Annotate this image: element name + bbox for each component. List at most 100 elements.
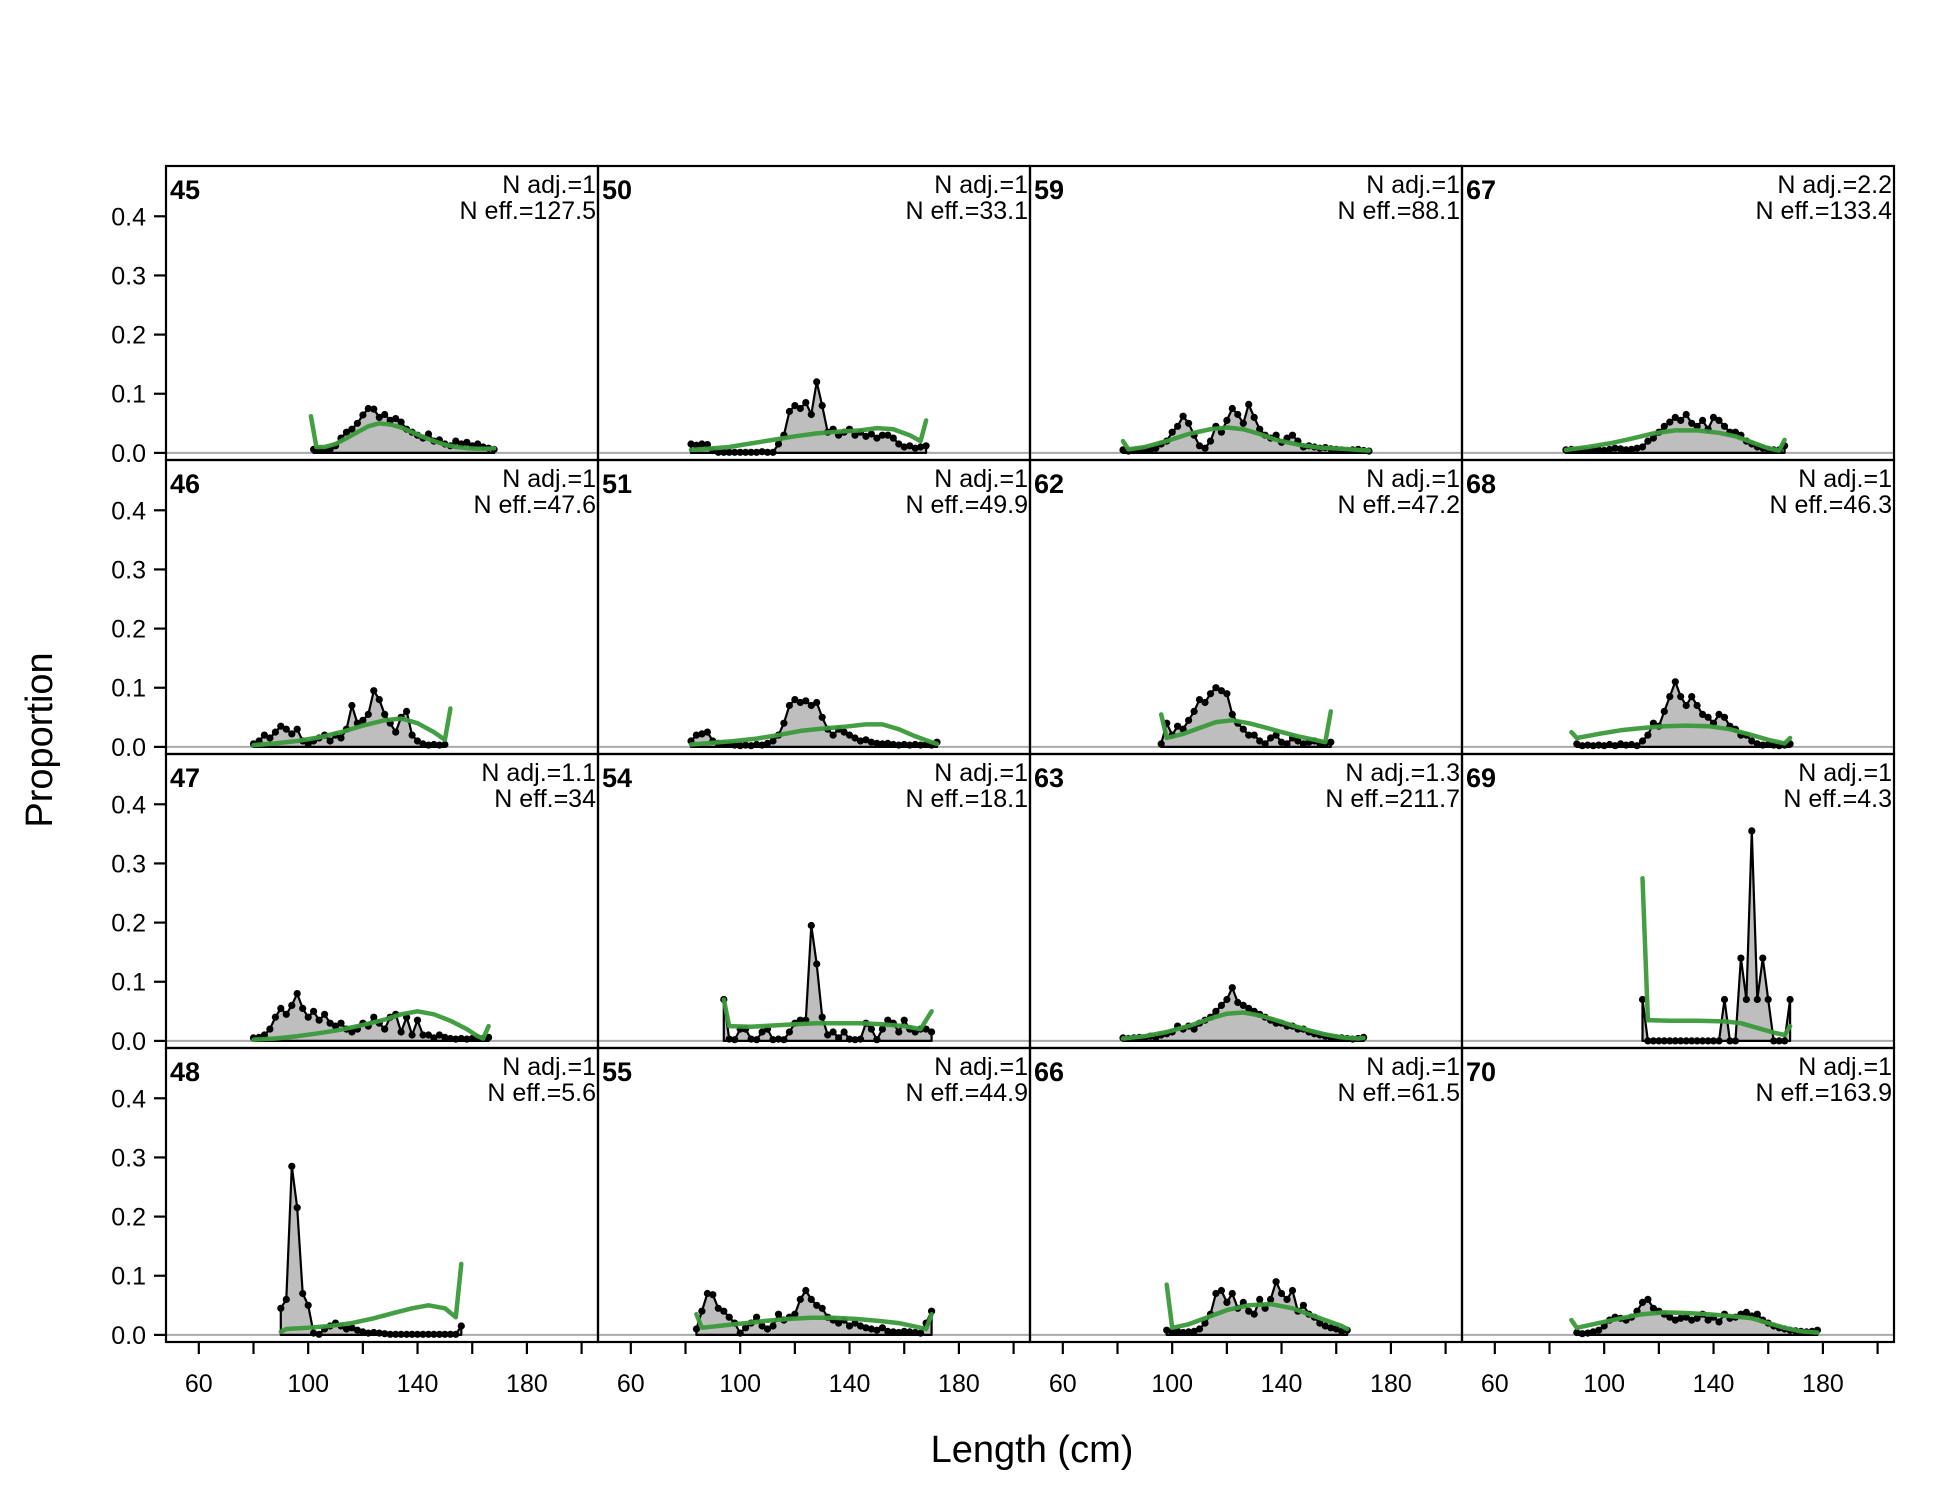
panel-content: [598, 921, 1030, 1044]
observed-point: [878, 740, 887, 748]
axes-layer: 0.0 0.1 0.2 0.3 0.4 0.0 0.1 0.2 0.3 0.4 0.0 0.1 0.2 0…: [111, 203, 1879, 1398]
observed-point: [824, 1031, 832, 1039]
observed-point: [769, 448, 777, 456]
panel-n-eff-label: N eff.=47.6: [473, 491, 596, 519]
observed-point: [1190, 1327, 1198, 1335]
observed-point: [1633, 742, 1641, 750]
observed-point: [457, 1034, 465, 1043]
observed-point: [342, 428, 351, 436]
observed-point: [359, 716, 367, 724]
observed-point: [463, 1035, 471, 1043]
panel-content: [1462, 827, 1894, 1045]
y-tick-label: 0.0: [111, 1028, 146, 1056]
observed-point: [714, 1304, 722, 1312]
panel-n-adj-label: N adj.=1: [1366, 171, 1460, 199]
observed-point: [1578, 1330, 1586, 1338]
observed-point: [408, 1031, 416, 1039]
observed-point: [342, 1325, 351, 1333]
observed-point: [1250, 413, 1258, 421]
observed-point: [1584, 741, 1592, 749]
observed-point: [1781, 1037, 1789, 1045]
panel-n-adj-label: N adj.=1.1: [481, 759, 596, 787]
y-tick-label: 0.0: [111, 440, 146, 468]
observed-point: [1600, 742, 1608, 750]
observed-point: [1201, 444, 1209, 452]
observed-point: [742, 741, 750, 749]
observed-point: [1578, 742, 1586, 750]
observed-point: [1644, 437, 1652, 445]
panel-year-label: 51: [602, 469, 632, 499]
observed-point: [911, 444, 919, 452]
panel-n-eff-label: N eff.=46.3: [1769, 491, 1892, 519]
observed-point: [1682, 410, 1690, 419]
observed-point: [1704, 1316, 1712, 1324]
observed-point: [1627, 445, 1636, 453]
panel-border: [1460, 1046, 1896, 1344]
observed-point: [1228, 710, 1236, 719]
observed-point: [851, 734, 859, 742]
panel-content: [598, 1286, 1030, 1337]
observed-point: [774, 440, 783, 448]
observed-point: [446, 1330, 454, 1338]
observed-point: [1715, 1318, 1723, 1326]
expected-line: [1569, 723, 1793, 746]
observed-point: [1764, 740, 1772, 749]
observed-point: [835, 1034, 843, 1042]
observed-point: [1223, 416, 1231, 424]
observed-point: [922, 442, 930, 450]
observed-point: [1223, 690, 1231, 698]
observed-point: [359, 1328, 367, 1336]
observed-point: [1715, 1037, 1723, 1045]
panel-45: 45 N adj.=1N eff.=127.5: [164, 164, 600, 462]
observed-point: [1174, 722, 1182, 730]
observed-point: [835, 1319, 843, 1327]
panel-n-adj-label: N adj.=1: [502, 171, 596, 199]
observed-point: [348, 425, 356, 433]
observed-point: [791, 696, 799, 704]
observed-point: [1299, 1301, 1307, 1309]
observed-point: [1649, 1037, 1657, 1045]
observed-point: [430, 740, 438, 749]
observed-point: [337, 734, 345, 742]
panel-n-adj-label: N adj.=1: [934, 465, 1028, 493]
expected-line: [688, 418, 929, 453]
observed-point: [1693, 701, 1701, 710]
observed-point: [742, 448, 750, 456]
observed-point: [381, 710, 389, 719]
observed-point: [807, 410, 815, 419]
panel-year-label: 62: [1034, 469, 1064, 499]
observed-point: [293, 1204, 301, 1212]
observed-point: [1228, 1289, 1236, 1298]
observed-point: [277, 1004, 285, 1013]
observed-point: [1595, 741, 1603, 749]
observed-point: [807, 1295, 815, 1303]
observed-point: [725, 1035, 733, 1043]
observed-point: [791, 1310, 799, 1318]
observed-point: [1671, 413, 1679, 421]
panel-content: [1030, 1278, 1462, 1337]
observed-point: [321, 1010, 329, 1018]
observed-point: [1206, 437, 1215, 445]
panel-68: 68 N adj.=1N eff.=46.3: [1460, 458, 1896, 756]
observed-point: [370, 1328, 378, 1337]
observed-point: [1332, 1325, 1340, 1333]
expected-line: [278, 1261, 464, 1335]
observed-point: [1595, 446, 1603, 454]
observed-point: [1179, 412, 1187, 420]
y-tick-label: 0.1: [111, 969, 146, 997]
panel-n-adj-label: N adj.=1: [934, 759, 1028, 787]
observed-point: [862, 432, 870, 440]
observed-point: [1775, 1037, 1783, 1045]
panel-n-adj-label: N adj.=1: [934, 171, 1028, 199]
observed-point: [1660, 707, 1668, 716]
observed-point: [1600, 446, 1608, 455]
x-tick-label: 140: [1693, 1370, 1735, 1398]
observed-point: [468, 1034, 476, 1043]
panel-year-label: 67: [1466, 175, 1496, 205]
x-axis-title: Length (cm): [931, 1429, 1134, 1471]
observed-point: [1666, 418, 1674, 426]
expected-line: [251, 1009, 491, 1042]
observed-point: [452, 1035, 460, 1043]
